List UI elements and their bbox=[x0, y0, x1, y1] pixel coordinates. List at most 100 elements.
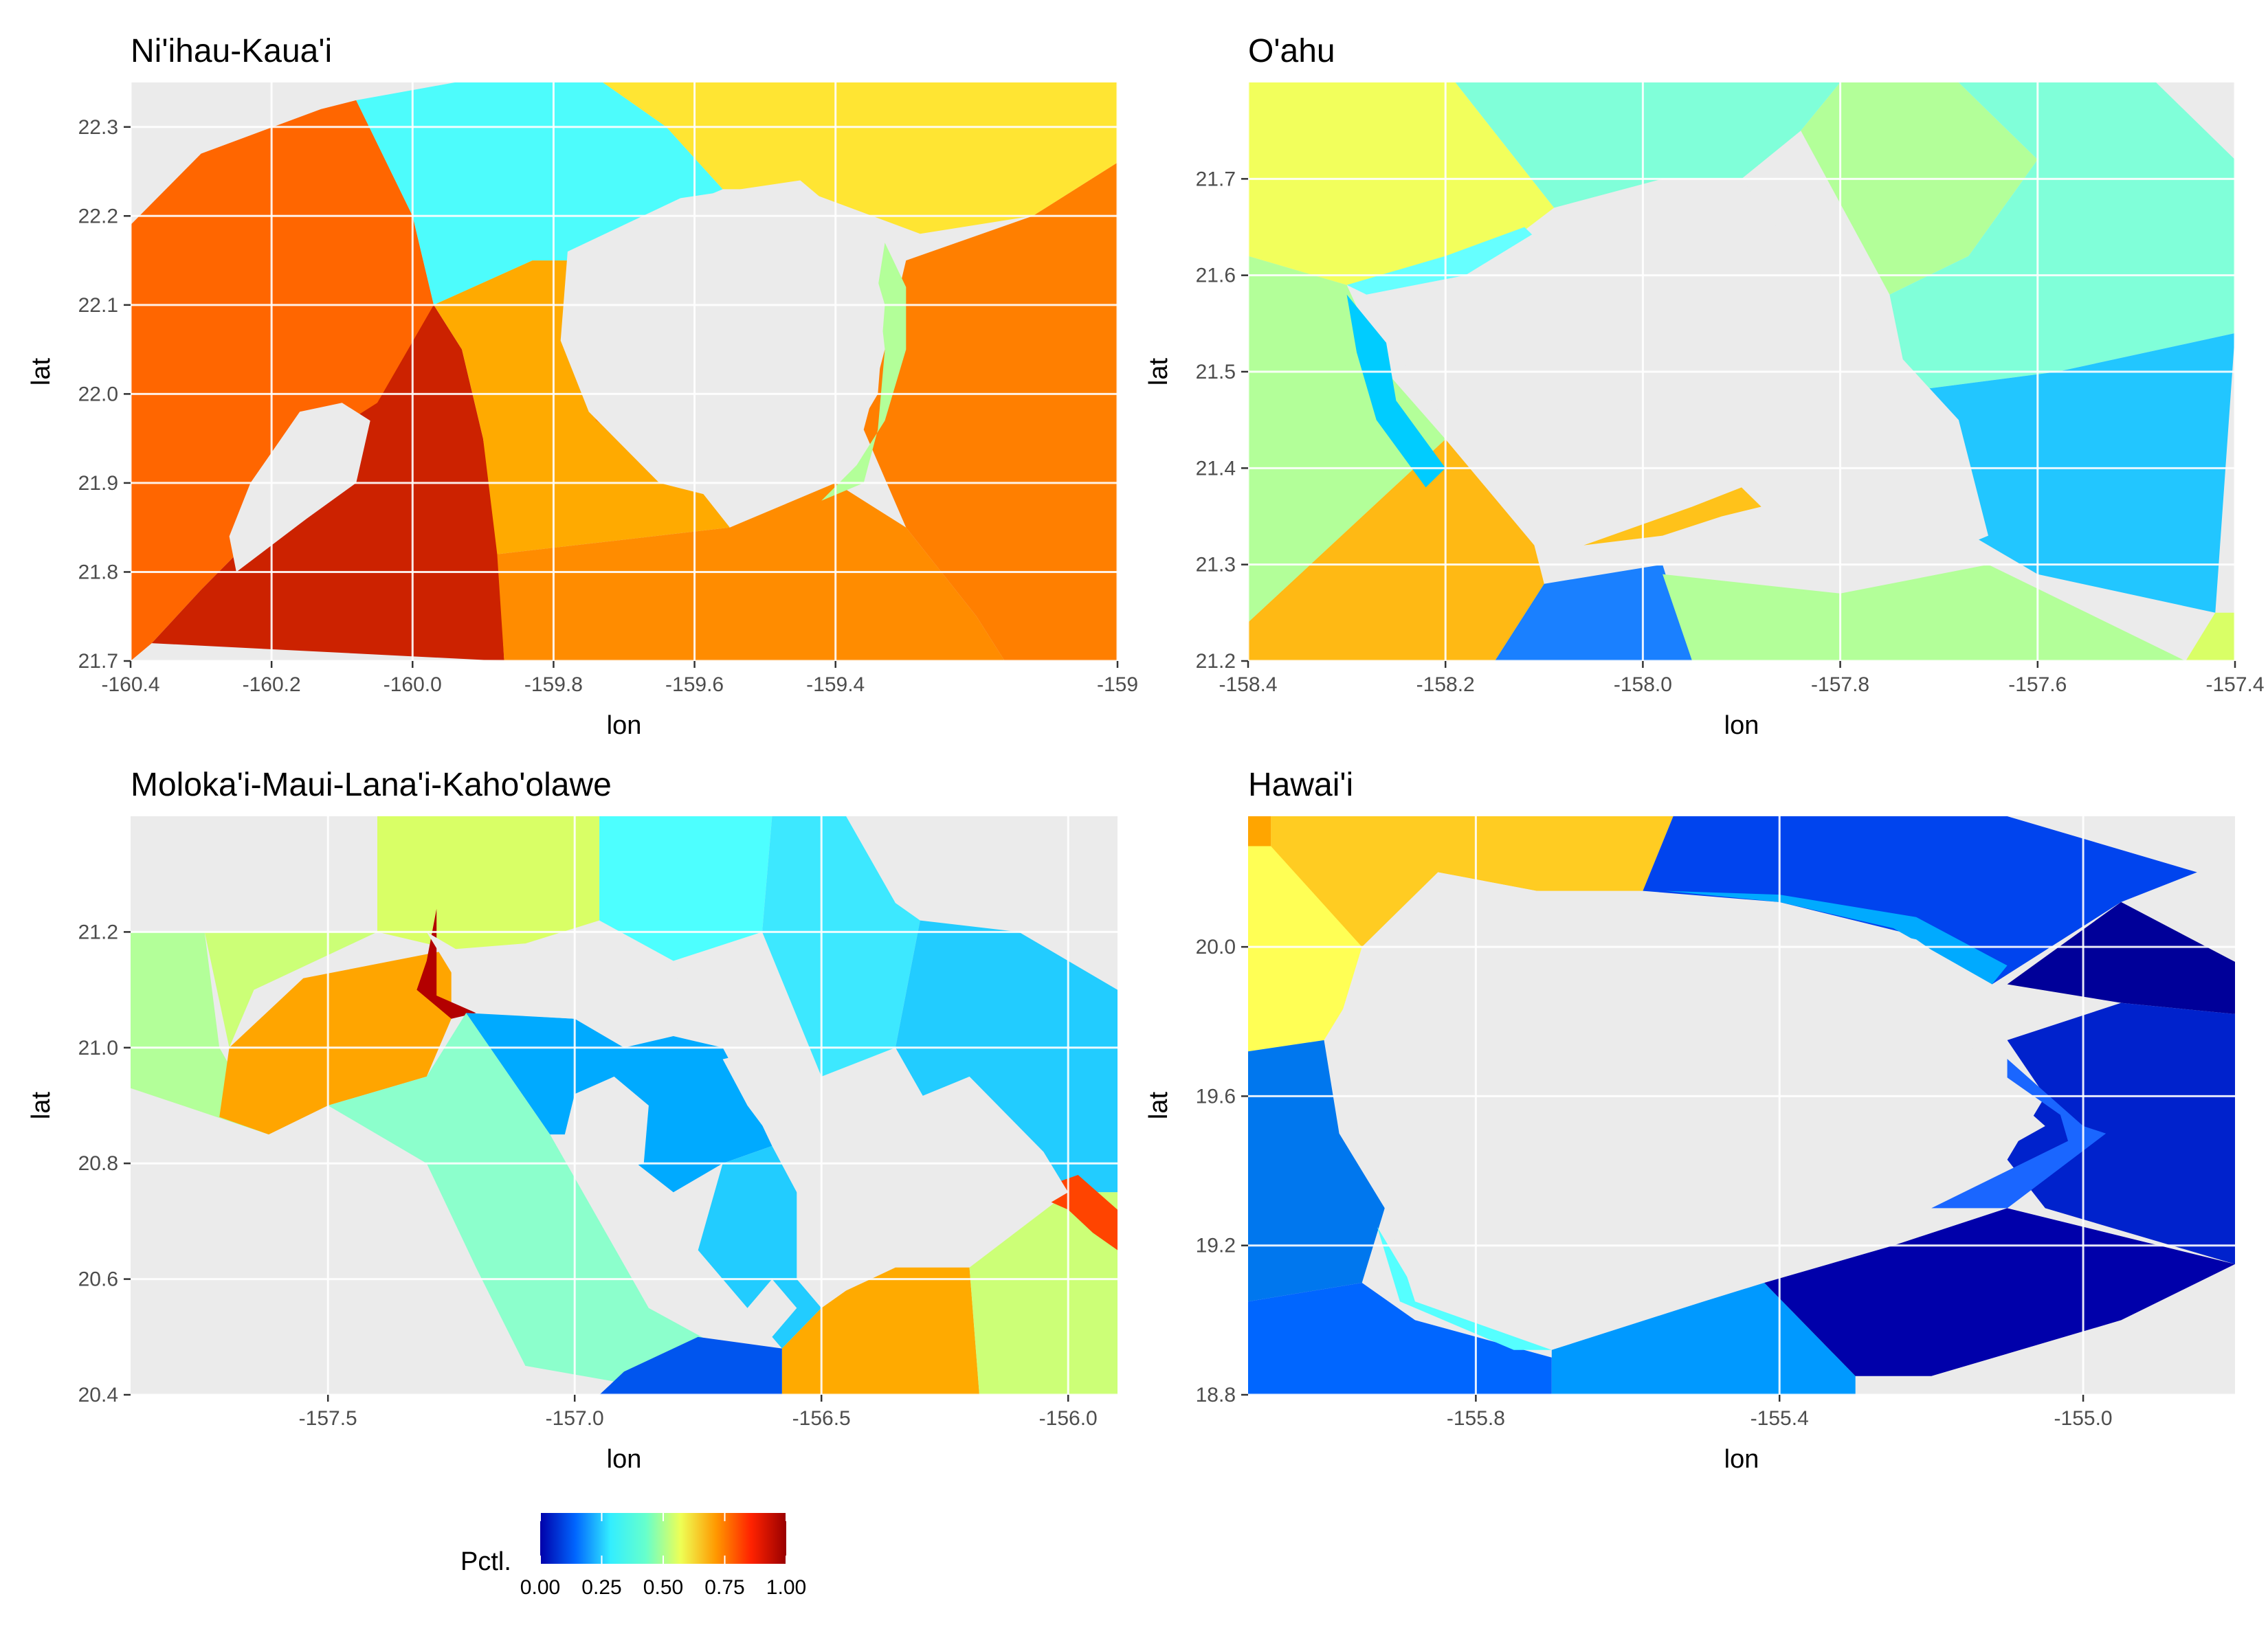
region-polygon bbox=[603, 82, 1118, 234]
region-polygon bbox=[1663, 564, 2186, 661]
region-polygon bbox=[1889, 82, 2235, 392]
region-polygon bbox=[356, 82, 723, 305]
legend-tick-label: 1.00 bbox=[766, 1576, 806, 1599]
y-tick-label: 21.4 bbox=[1196, 457, 1236, 480]
legend-tick-label: 0.25 bbox=[581, 1576, 621, 1599]
percentile-regions bbox=[1248, 82, 2235, 661]
y-tick-label: 21.2 bbox=[1196, 650, 1236, 673]
region-polygon bbox=[599, 1336, 782, 1395]
x-tick-label: -157.0 bbox=[546, 1407, 604, 1430]
y-tick-label: 21.7 bbox=[78, 650, 118, 673]
panel-title: O'ahu bbox=[1248, 33, 1335, 69]
region-polygon bbox=[1665, 890, 2008, 985]
x-tick-label: -155.8 bbox=[1447, 1407, 1505, 1430]
colorbar-legend: Pctl. 0.00 0.25 0.50 0.75 1.00 bbox=[460, 1513, 806, 1599]
y-axis-label: lat bbox=[27, 1091, 56, 1119]
island-land bbox=[229, 403, 370, 572]
region-polygon bbox=[1931, 1059, 2106, 1209]
x-axis-label: lon bbox=[607, 1445, 642, 1474]
x-tick-label: -160.2 bbox=[243, 673, 301, 696]
region-polygon bbox=[1764, 1208, 2235, 1376]
gridlines bbox=[131, 816, 1118, 1395]
island-land bbox=[733, 1279, 797, 1337]
map-panel-3: Moloka'i-Maui-Lana'i-Kaho'olawe -157.5 -15… bbox=[27, 767, 1118, 1474]
x-tick-label: -156.0 bbox=[1039, 1407, 1098, 1430]
region-polygon bbox=[1643, 816, 2197, 985]
island-land bbox=[1376, 179, 1988, 584]
map-panel-2: O'ahu -158.4 -158.2 -158.0 -157.8 -157.6 -157.… bbox=[1144, 33, 2265, 740]
region-polygon bbox=[328, 1013, 723, 1384]
x-tick-label: -157.6 bbox=[2008, 673, 2067, 696]
region-polygon bbox=[2007, 901, 2235, 1014]
region-polygon bbox=[1271, 816, 1674, 947]
legend-tick-label: 0.50 bbox=[643, 1576, 683, 1599]
x-tick-label: -155.0 bbox=[2054, 1407, 2113, 1430]
region-polygon bbox=[762, 816, 920, 1077]
region-polygon bbox=[1248, 816, 1271, 846]
y-tick-label: 20.6 bbox=[78, 1268, 118, 1291]
region-polygon bbox=[863, 162, 1118, 661]
y-axis-label: lat bbox=[1144, 357, 1173, 385]
region-polygon bbox=[821, 243, 907, 501]
x-tick-label: -158.0 bbox=[1614, 673, 1672, 696]
region-polygon bbox=[434, 260, 730, 554]
x-tick-label: -159.6 bbox=[665, 673, 724, 696]
region-polygon bbox=[781, 1267, 979, 1395]
region-polygon bbox=[1248, 256, 1446, 622]
region-polygon bbox=[219, 949, 452, 1135]
region-polygon bbox=[1909, 333, 2235, 613]
region-polygon bbox=[377, 816, 600, 950]
y-tick-label: 21.2 bbox=[78, 921, 118, 943]
region-polygon bbox=[2007, 1002, 2235, 1264]
region-polygon bbox=[969, 1192, 1118, 1395]
x-tick-label: -157.5 bbox=[299, 1407, 357, 1430]
island-land bbox=[560, 180, 885, 510]
panel-title: Moloka'i-Maui-Lana'i-Kaho'olawe bbox=[131, 767, 612, 803]
x-tick-label: -158.2 bbox=[1416, 673, 1475, 696]
x-tick-label: -159 bbox=[1097, 673, 1138, 696]
y-axis-label: lat bbox=[1144, 1091, 1173, 1119]
y-tick-label: 20.0 bbox=[1196, 936, 1236, 958]
x-tick-label: -160.0 bbox=[383, 673, 442, 696]
y-tick-label: 20.8 bbox=[78, 1152, 118, 1175]
region-polygon bbox=[1248, 82, 1555, 285]
y-tick-label: 21.8 bbox=[78, 561, 118, 583]
y-axis-label: lat bbox=[27, 357, 56, 385]
y-tick-label: 19.2 bbox=[1196, 1235, 1236, 1257]
y-tick-label: 22.0 bbox=[78, 383, 118, 405]
region-polygon bbox=[131, 100, 434, 661]
map-panel-1: Ni'ihau-Kaua'i -160.4 -160.2 -160.0 -159.8 -1… bbox=[27, 33, 1138, 740]
island-land bbox=[564, 1076, 649, 1175]
gridlines bbox=[1248, 82, 2235, 661]
y-tick-label: 21.5 bbox=[1196, 361, 1236, 383]
region-polygon bbox=[698, 1145, 822, 1349]
x-axis-label: lon bbox=[1724, 1445, 1759, 1474]
panel-title: Ni'ihau-Kaua'i bbox=[131, 33, 332, 69]
x-tick-label: -159.8 bbox=[524, 673, 583, 696]
region-polygon bbox=[1248, 1040, 1385, 1302]
y-tick-label: 22.3 bbox=[78, 116, 118, 139]
x-tick-label: -157.4 bbox=[2205, 673, 2264, 696]
legend-tick-label: 0.75 bbox=[704, 1576, 744, 1599]
region-polygon bbox=[2186, 612, 2235, 661]
y-tick-label: 21.7 bbox=[1196, 168, 1236, 190]
panel-title: Hawai'i bbox=[1248, 767, 1353, 803]
map-panel-4: Hawai'i -155.8 -155.4 -155.0 18.8 19.2 19.6 20.… bbox=[1144, 767, 2235, 1474]
y-tick-label: 18.8 bbox=[1196, 1384, 1236, 1406]
gridlines bbox=[131, 82, 1118, 661]
x-tick-label: -159.4 bbox=[806, 673, 865, 696]
region-polygon bbox=[1583, 487, 1761, 546]
region-polygon bbox=[1801, 82, 2038, 295]
x-tick-label: -155.4 bbox=[1750, 1407, 1809, 1430]
island-land bbox=[1339, 872, 2045, 1350]
y-tick-label: 21.6 bbox=[1196, 265, 1236, 287]
x-axis-label: lon bbox=[607, 711, 642, 740]
island-land bbox=[426, 932, 713, 1036]
x-tick-label: -157.8 bbox=[1811, 673, 1869, 696]
region-polygon bbox=[204, 932, 377, 1048]
y-tick-label: 22.2 bbox=[78, 205, 118, 227]
y-tick-label: 21.3 bbox=[1196, 554, 1236, 576]
legend-tick-label: 0.00 bbox=[520, 1576, 560, 1599]
region-polygon bbox=[1455, 82, 1841, 208]
